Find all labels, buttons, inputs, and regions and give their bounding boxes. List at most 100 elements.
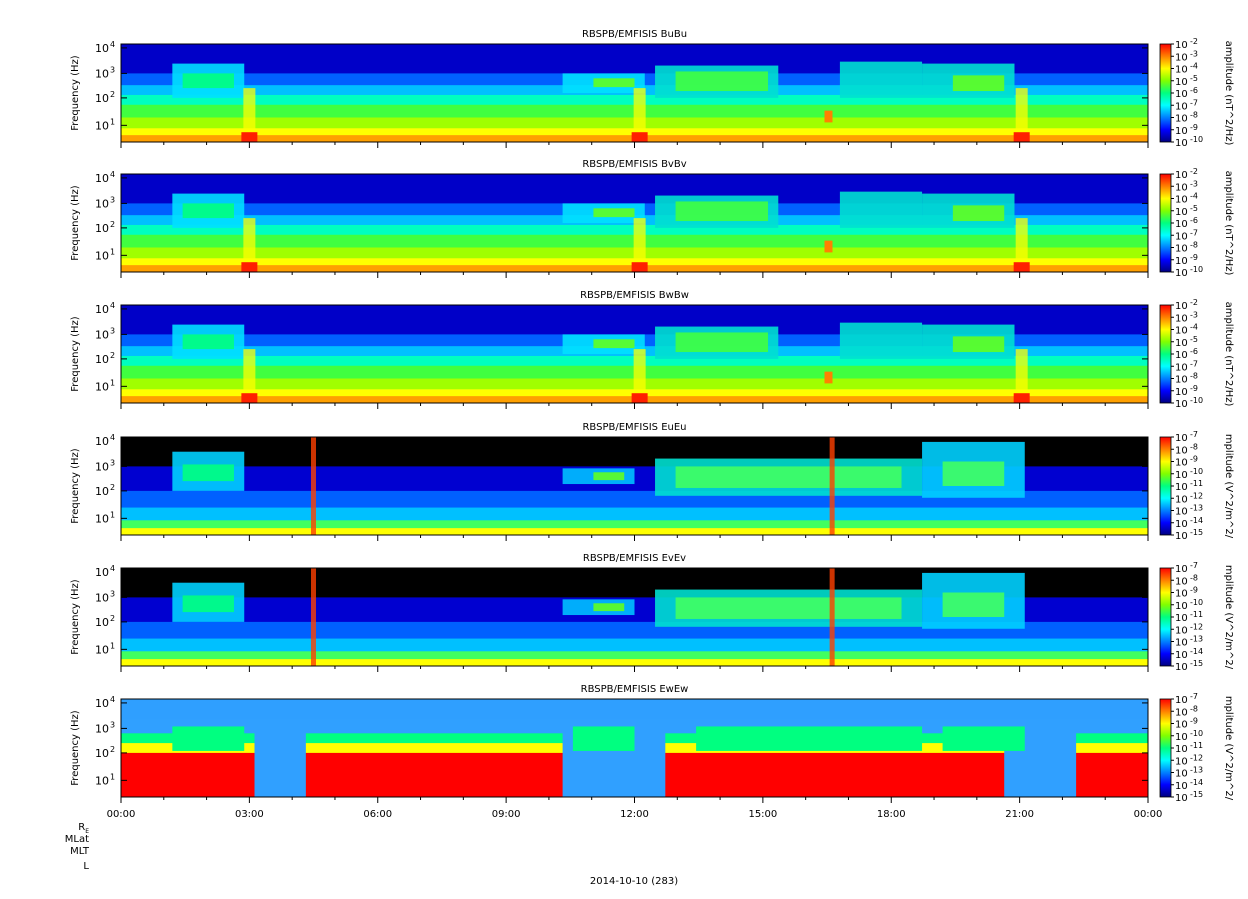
colorbar-tick-exponent: -7 xyxy=(1190,561,1198,570)
colorbar-tick-label: 10 xyxy=(1175,195,1188,206)
colorbar-tick-exponent: -9 xyxy=(1190,717,1198,726)
y-tick-exponent: 4 xyxy=(110,433,115,442)
colorbar-tick-exponent: -8 xyxy=(1190,241,1198,250)
x-tick-label: 06:00 xyxy=(363,809,392,820)
y-tick-label: 10 xyxy=(95,92,109,105)
colorbar-tick-label: 10 xyxy=(1175,231,1188,242)
colorbar-tick-label: 10 xyxy=(1175,219,1188,230)
colorbar-tick-exponent: -10 xyxy=(1190,396,1203,405)
y-tick-label: 10 xyxy=(95,380,109,393)
colorbar-tick-label: 10 xyxy=(1175,638,1188,649)
colorbar-tick-label: 10 xyxy=(1175,695,1188,706)
colorbar-tick-exponent: -10 xyxy=(1190,135,1203,144)
colorbar-label: mplitude (V^2/m^2/ xyxy=(1223,434,1234,539)
colorbar-tick-exponent: -10 xyxy=(1190,467,1203,476)
colorbar-tick-label: 10 xyxy=(1175,375,1188,386)
colorbar-tick-label: 10 xyxy=(1175,170,1188,181)
colorbar-tick-exponent: -6 xyxy=(1190,86,1198,95)
y-axis-label: Frequency (Hz) xyxy=(70,710,81,786)
colorbar-tick-label: 10 xyxy=(1175,470,1188,481)
colorbar-tick-exponent: -15 xyxy=(1190,790,1203,799)
colorbar-tick-exponent: -7 xyxy=(1190,430,1198,439)
colorbar-tick-label: 10 xyxy=(1175,65,1188,76)
colorbar-tick-exponent: -4 xyxy=(1190,62,1198,71)
y-tick-exponent: 1 xyxy=(110,641,115,650)
colorbar-tick-label: 10 xyxy=(1175,207,1188,218)
colorbar-tick-exponent: -10 xyxy=(1190,598,1203,607)
panel-title: RBSPB/EMFISIS EwEw xyxy=(581,684,689,695)
colorbar-tick-label: 10 xyxy=(1175,182,1188,193)
colorbar-tick-label: 10 xyxy=(1175,781,1188,792)
colorbar-label: mplitude (V^2/m^2/ xyxy=(1223,696,1234,801)
y-tick-exponent: 3 xyxy=(110,326,115,335)
y-tick-label: 10 xyxy=(95,566,109,579)
colorbar-tick-exponent: -6 xyxy=(1190,347,1198,356)
colorbar-tick-label: 10 xyxy=(1175,52,1188,63)
y-tick-label: 10 xyxy=(95,328,109,341)
y-tick-label: 10 xyxy=(95,460,109,473)
colorbar-tick-exponent: -12 xyxy=(1190,753,1203,762)
date-label: 2014-10-10 (283) xyxy=(590,876,678,887)
colorbar-tick-exponent: -9 xyxy=(1190,586,1198,595)
y-tick-label: 10 xyxy=(95,67,109,80)
colorbar-tick-label: 10 xyxy=(1175,458,1188,469)
y-tick-label: 10 xyxy=(95,774,109,787)
colorbar-tick-label: 10 xyxy=(1175,387,1188,398)
colorbar-tick-label: 10 xyxy=(1175,793,1188,804)
colorbar-tick-exponent: -2 xyxy=(1190,167,1198,176)
colorbar-tick-exponent: -8 xyxy=(1190,442,1198,451)
colorbar-tick-exponent: -10 xyxy=(1190,265,1203,274)
x-tick-label: 00:00 xyxy=(107,809,136,820)
colorbar-tick-label: 10 xyxy=(1175,589,1188,600)
colorbar-tick-exponent: -5 xyxy=(1190,204,1198,213)
colorbar-tick-label: 10 xyxy=(1175,256,1188,267)
y-tick-label: 10 xyxy=(95,119,109,132)
y-tick-exponent: 2 xyxy=(110,745,115,754)
y-tick-label: 10 xyxy=(95,172,109,185)
y-tick-exponent: 2 xyxy=(110,90,115,99)
colorbar-tick-label: 10 xyxy=(1175,77,1188,88)
colorbar-tick-exponent: -8 xyxy=(1190,111,1198,120)
colorbar-tick-exponent: -7 xyxy=(1190,359,1198,368)
y-tick-label: 10 xyxy=(95,512,109,525)
colorbar-tick-exponent: -8 xyxy=(1190,573,1198,582)
y-axis-label: Frequency (Hz) xyxy=(70,579,81,655)
y-tick-label: 10 xyxy=(95,722,109,735)
x-tick-label: 00:00 xyxy=(1134,809,1163,820)
y-tick-label: 10 xyxy=(95,697,109,710)
y-tick-label: 10 xyxy=(95,435,109,448)
colorbar-tick-label: 10 xyxy=(1175,613,1188,624)
y-tick-label: 10 xyxy=(95,747,109,760)
colorbar-tick-exponent: -14 xyxy=(1190,647,1203,656)
colorbar-tick-exponent: -9 xyxy=(1190,384,1198,393)
colorbar-tick-label: 10 xyxy=(1175,625,1188,636)
y-tick-exponent: 1 xyxy=(110,510,115,519)
colorbar-tick-label: 10 xyxy=(1175,720,1188,731)
colorbar-tick-label: 10 xyxy=(1175,362,1188,373)
y-tick-label: 10 xyxy=(95,591,109,604)
colorbar-tick-label: 10 xyxy=(1175,564,1188,575)
colorbar-tick-exponent: -7 xyxy=(1190,98,1198,107)
colorbar-tick-exponent: -7 xyxy=(1190,228,1198,237)
colorbar-tick-label: 10 xyxy=(1175,519,1188,530)
colorbar-tick-exponent: -9 xyxy=(1190,123,1198,132)
panel-title: RBSPB/EMFISIS BvBv xyxy=(582,159,686,170)
x-tick-label: 21:00 xyxy=(1005,809,1034,820)
colorbar-label: amplitude (nT^2/Hz) xyxy=(1223,171,1234,276)
panel-title: RBSPB/EMFISIS EuEu xyxy=(582,422,686,433)
colorbar-tick-label: 10 xyxy=(1175,126,1188,137)
y-tick-exponent: 3 xyxy=(110,195,115,204)
ephemeris-label-mlt: MLT xyxy=(70,846,90,857)
x-tick-label: 12:00 xyxy=(620,809,649,820)
colorbar-tick-label: 10 xyxy=(1175,756,1188,767)
colorbar-tick-label: 10 xyxy=(1175,301,1188,312)
colorbar-label: mplitude (V^2/m^2/ xyxy=(1223,565,1234,670)
colorbar-tick-exponent: -12 xyxy=(1190,622,1203,631)
colorbar-tick-label: 10 xyxy=(1175,494,1188,505)
y-tick-label: 10 xyxy=(95,303,109,316)
